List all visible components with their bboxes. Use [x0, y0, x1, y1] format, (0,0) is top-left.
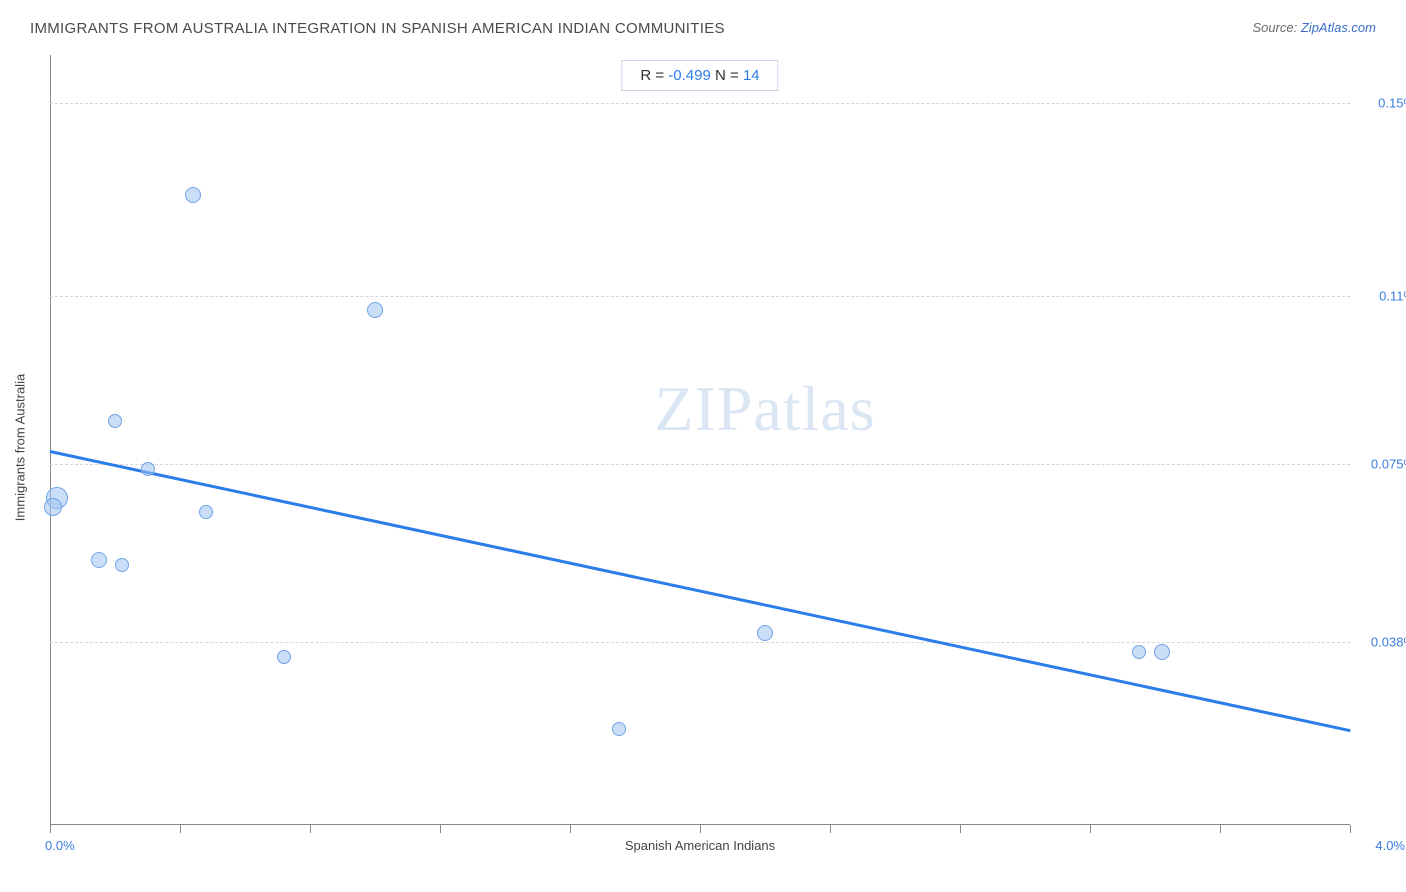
source-prefix: Source:: [1252, 20, 1300, 35]
x-tick: [180, 825, 181, 833]
scatter-chart: R = -0.499 N = 14 ZIPatlas 0.038%0.075%0…: [50, 55, 1350, 825]
grid-line: [50, 642, 1350, 643]
scatter-point: [108, 414, 122, 428]
source-citation: Source: ZipAtlas.com: [1252, 20, 1376, 35]
y-axis-line: [50, 55, 51, 825]
scatter-point: [612, 722, 626, 736]
scatter-point: [367, 302, 383, 318]
scatter-point: [141, 462, 155, 476]
x-tick: [570, 825, 571, 833]
grid-line: [50, 296, 1350, 297]
scatter-point: [115, 558, 129, 572]
scatter-point: [199, 505, 213, 519]
stat-box: R = -0.499 N = 14: [621, 60, 778, 91]
grid-line: [50, 103, 1350, 104]
x-tick: [440, 825, 441, 833]
scatter-point: [185, 187, 201, 203]
y-tick-label: 0.11%: [1379, 288, 1406, 303]
x-tick: [1350, 825, 1351, 833]
x-tick: [1220, 825, 1221, 833]
x-tick: [830, 825, 831, 833]
x-min-label: 0.0%: [45, 838, 75, 853]
x-axis-title: Spanish American Indians: [625, 838, 775, 853]
r-value: -0.499: [668, 67, 711, 84]
scatter-point: [1154, 644, 1170, 660]
n-label: N =: [711, 67, 743, 84]
scatter-point: [757, 625, 773, 641]
source-link[interactable]: ZipAtlas.com: [1301, 20, 1376, 35]
x-tick: [700, 825, 701, 833]
trendline: [50, 450, 1351, 732]
r-label: R =: [640, 67, 668, 84]
n-value: 14: [743, 67, 760, 84]
y-tick-label: 0.15%: [1378, 96, 1406, 111]
y-tick-label: 0.038%: [1371, 635, 1406, 650]
x-tick: [310, 825, 311, 833]
scatter-point: [277, 650, 291, 664]
x-tick: [1090, 825, 1091, 833]
scatter-point: [44, 498, 62, 516]
scatter-point: [91, 552, 107, 568]
plot-area: 0.038%0.075%0.11%0.15%0.0%4.0%: [50, 55, 1350, 825]
y-axis-title: Immigrants from Australia: [13, 374, 28, 521]
scatter-point: [1132, 645, 1146, 659]
x-tick: [960, 825, 961, 833]
x-max-label: 4.0%: [1375, 838, 1405, 853]
grid-line: [50, 464, 1350, 465]
y-tick-label: 0.075%: [1371, 457, 1406, 472]
x-tick: [50, 825, 51, 833]
page-title: IMMIGRANTS FROM AUSTRALIA INTEGRATION IN…: [30, 20, 725, 37]
